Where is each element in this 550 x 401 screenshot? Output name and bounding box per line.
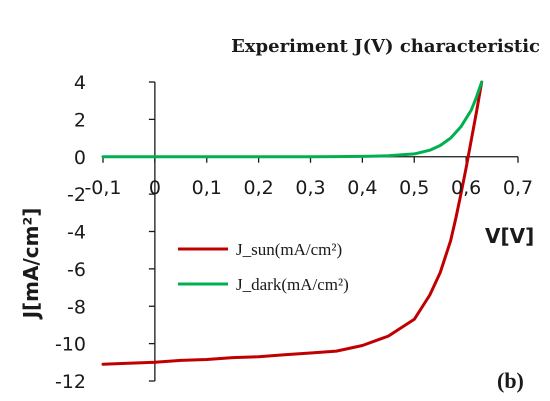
x-tick-labels: -0,1 0 0,1 0,2 0,3 0,4 0,5 0,6 0,7 [84, 177, 533, 199]
x-axis-label: V[V] [485, 224, 534, 248]
x-tick-label: 0,4 [347, 177, 377, 199]
y-tick-label: 4 [74, 72, 86, 94]
y-tick-label: -6 [67, 259, 86, 281]
x-tick-label: 0,7 [503, 177, 533, 199]
y-tick-labels: 4 2 0 -2 -4 -6 -8 -10 -12 [55, 72, 86, 393]
chart-title: Experiment J(V) characteristic [231, 36, 540, 57]
x-tick-label: 0,3 [295, 177, 325, 199]
y-tick-label: -2 [67, 184, 86, 206]
x-tick-label: 0,6 [451, 177, 481, 199]
y-tick-label: -8 [67, 296, 86, 318]
series-line-jsun [101, 80, 484, 366]
y-tick-label: -4 [67, 222, 86, 244]
x-tick-label: 0 [149, 177, 161, 199]
legend-label-jsun: J_sun(mA/cm²) [236, 240, 342, 259]
series-lines [101, 80, 484, 366]
y-axis-label: J[mA/cm²] [19, 208, 43, 321]
y-tick-label: -12 [55, 371, 86, 393]
panel-label: (b) [497, 368, 524, 393]
legend: J_sun(mA/cm²) J_dark(mA/cm²) [178, 240, 349, 294]
y-tick-label: 0 [74, 147, 86, 169]
x-tick-label: 0,2 [244, 177, 274, 199]
x-tick-label: 0,5 [399, 177, 429, 199]
series-line-jdark [101, 80, 484, 159]
y-tick-label: -10 [55, 334, 86, 356]
x-tick-label: -0,1 [84, 177, 121, 199]
legend-label-jdark: J_dark(mA/cm²) [236, 275, 349, 294]
y-tick-label: 2 [74, 109, 86, 131]
x-tick-label: 0,1 [192, 177, 222, 199]
